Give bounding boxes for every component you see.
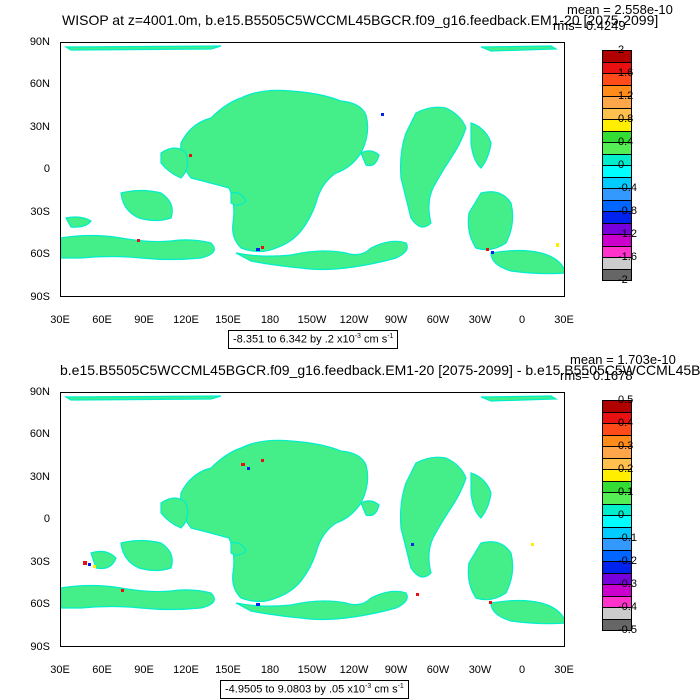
lon-label: 30W [468,314,492,326]
colorbar-label: 0.4 [618,136,634,148]
lon-label: 90E [134,314,154,326]
colorbar-label: -1.6 [618,251,637,263]
lon-label: 60W [426,314,450,326]
contour-range-box: -8.351 to 6.342 by .2 x10-3 cm s-1 [228,330,399,349]
colorbar-cell [602,268,632,281]
colorbar-label: -0.4 [618,182,637,194]
lat-label-60s: 60S [30,598,50,610]
colorbar-label: 0.4 [618,417,634,429]
colorbar-label: 0.1 [618,486,634,498]
contour-range-box: -4.9505 to 9.0803 by .05 x10-3 cm s-1 [220,680,409,699]
lon-label: 90W [384,664,408,676]
lat-label-0: 0 [43,513,50,525]
colorbar-label: 0.2 [618,463,634,475]
lon-label: 30W [468,664,492,676]
colorbar-label: -2 [618,274,628,286]
lon-label: 150W [297,314,327,326]
lon-label: 0 [518,664,526,676]
lon-label: 30E [554,314,574,326]
colorbar-label: 0 [618,509,625,521]
colorbar-label: -0.3 [618,578,637,590]
lon-label: 30E [554,664,574,676]
field-map [61,395,564,625]
colorbar-label: -0.8 [618,205,637,217]
colorbar [602,400,632,631]
speckles [137,113,559,254]
colorbar-cell [602,618,632,631]
lon-label: 120W [339,314,369,326]
rms-value: rms= 0.1678 [560,368,633,383]
rms-value: rms= 0.4249 [553,18,626,33]
lon-label: 90E [134,664,154,676]
map-plot [60,392,565,647]
colorbar-label: 1.6 [618,67,634,79]
lat-label-60s: 60S [30,248,50,260]
lat-label-90s: 90S [30,291,50,303]
lat-label-30s: 30S [30,556,50,568]
map-panel-1: WISOP at z=4001.0m, b.e15.B5505C5WCCML45… [29,2,673,349]
lat-label-60n: 60N [29,428,50,440]
colorbar-label: 0 [618,159,625,171]
lon-label: 120E [173,314,199,326]
mean-value: mean = 1.703e-10 [570,352,676,367]
speckles [83,459,534,606]
lon-label: 60E [92,664,112,676]
lat-label-90s: 90S [30,641,50,653]
lon-label: 120W [339,664,369,676]
colorbar-label: -0.5 [618,624,637,636]
map-plot [60,42,565,297]
lon-label: 60E [92,314,112,326]
lon-label: 180 [260,314,280,326]
mean-value: mean = 2.558e-10 [567,2,673,17]
lon-label: 30E [50,314,70,326]
lat-label-30n: 30N [29,471,50,483]
panel-title: WISOP at z=4001.0m, b.e15.B5505C5WCCML45… [62,12,659,28]
lon-label: 150E [215,664,241,676]
lon-label: 180 [260,664,280,676]
colorbar [602,50,632,281]
lon-label: 90W [384,314,408,326]
lon-label: 150W [297,664,327,676]
lon-label: 150E [215,314,241,326]
lat-label-30s: 30S [30,206,50,218]
colorbar-label: 2 [618,44,625,56]
colorbar-label: 0.5 [618,394,634,406]
map-panel-2: b.e15.B5505C5WCCML45BGCR.f09_g16.feedbac… [0,350,700,700]
lon-label: 120E [173,664,199,676]
colorbar-label: 0.3 [618,440,634,452]
lat-label-30n: 30N [29,121,50,133]
panel-title: b.e15.B5505C5WCCML45BGCR.f09_g16.feedbac… [60,362,700,378]
colorbar-label: -0.1 [618,532,637,544]
lon-label: 30E [50,664,70,676]
lon-label: 0 [518,314,526,326]
colorbar-label: -0.2 [618,555,637,567]
lon-label: 60W [426,664,450,676]
field-map [61,45,564,275]
lat-label-60n: 60N [29,78,50,90]
colorbar-label: 1.2 [618,90,634,102]
colorbar-label: -1.2 [618,228,637,240]
colorbar-label: 0.8 [618,113,634,125]
colorbar-label: -0.4 [618,601,637,613]
lat-label-0: 0 [43,163,50,175]
lat-label-90n: 90N [29,386,50,398]
lat-label-90n: 90N [29,36,50,48]
